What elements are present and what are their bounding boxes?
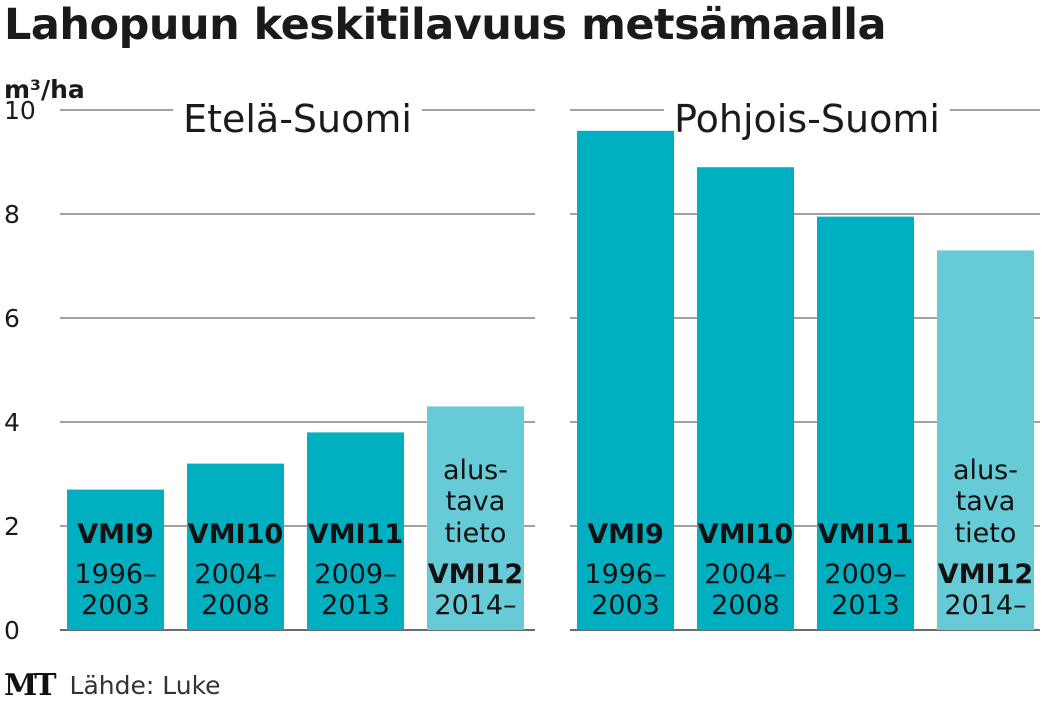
bar-label-period-end: 2008 bbox=[201, 590, 270, 621]
bar-label-name: VMI9 bbox=[77, 519, 154, 550]
bar bbox=[187, 463, 284, 630]
bar-label-period-start: 2004– bbox=[194, 559, 276, 590]
bar-label-period-end: 2003 bbox=[81, 590, 150, 621]
y-tick-label: 4 bbox=[4, 408, 20, 437]
bar-label-period-start: 1996– bbox=[584, 559, 666, 590]
panel-title-bg bbox=[173, 97, 422, 141]
bar-label-period-start: 2009– bbox=[314, 559, 396, 590]
bar-label-period-end: 2008 bbox=[711, 590, 780, 621]
bar-label-period-start: 2014– bbox=[434, 590, 516, 621]
y-tick-label: 0 bbox=[4, 616, 20, 645]
bar-label-name: VMI10 bbox=[698, 519, 793, 550]
bar-label-period-start: 2009– bbox=[824, 559, 906, 590]
bar bbox=[697, 167, 794, 630]
bar-note-line: tava bbox=[446, 486, 506, 517]
source-label: Lähde: Luke bbox=[69, 671, 221, 700]
panel-title: Pohjois-Suomi bbox=[674, 97, 940, 141]
bar bbox=[427, 406, 524, 630]
panel-title: Etelä-Suomi bbox=[183, 97, 412, 141]
bar-label-name: VMI10 bbox=[188, 519, 283, 550]
bar bbox=[67, 489, 164, 630]
bar-label-name: VMI12 bbox=[428, 559, 523, 590]
bar bbox=[817, 216, 914, 630]
panel-title-bg bbox=[664, 97, 950, 141]
source-line: MT Lähde: Luke bbox=[4, 668, 221, 703]
y-tick-label: 10 bbox=[4, 96, 36, 125]
y-tick-label: 6 bbox=[4, 304, 20, 333]
bar-note-line: tieto bbox=[445, 518, 507, 549]
y-tick-label: 2 bbox=[4, 512, 20, 541]
bar-label-period-start: 2004– bbox=[704, 559, 786, 590]
bar-note-line: alus- bbox=[953, 455, 1018, 486]
bar-label-name: VMI9 bbox=[587, 519, 664, 550]
bar-note-line: tieto bbox=[955, 518, 1017, 549]
bar-label-period-end: 2013 bbox=[831, 590, 900, 621]
bar-label-name: VMI11 bbox=[818, 519, 913, 550]
chart-title: Lahopuun keskitilavuus metsämaalla bbox=[4, 0, 887, 50]
bar-label-period-end: 2013 bbox=[321, 590, 390, 621]
bar bbox=[307, 432, 404, 630]
bar-note-line: alus- bbox=[443, 455, 508, 486]
y-axis-unit: m³/ha bbox=[4, 75, 85, 104]
bar bbox=[937, 250, 1034, 630]
mt-logo: MT bbox=[4, 668, 57, 703]
y-tick-label: 8 bbox=[4, 200, 20, 229]
bar-note-line: tava bbox=[956, 486, 1016, 517]
bar bbox=[577, 130, 674, 631]
bar-label-period-end: 2003 bbox=[591, 590, 660, 621]
bar-label-period-start: 2014– bbox=[944, 590, 1026, 621]
bar-label-period-start: 1996– bbox=[74, 559, 156, 590]
bar-label-name: VMI12 bbox=[938, 559, 1033, 590]
bar-label-name: VMI11 bbox=[308, 519, 403, 550]
